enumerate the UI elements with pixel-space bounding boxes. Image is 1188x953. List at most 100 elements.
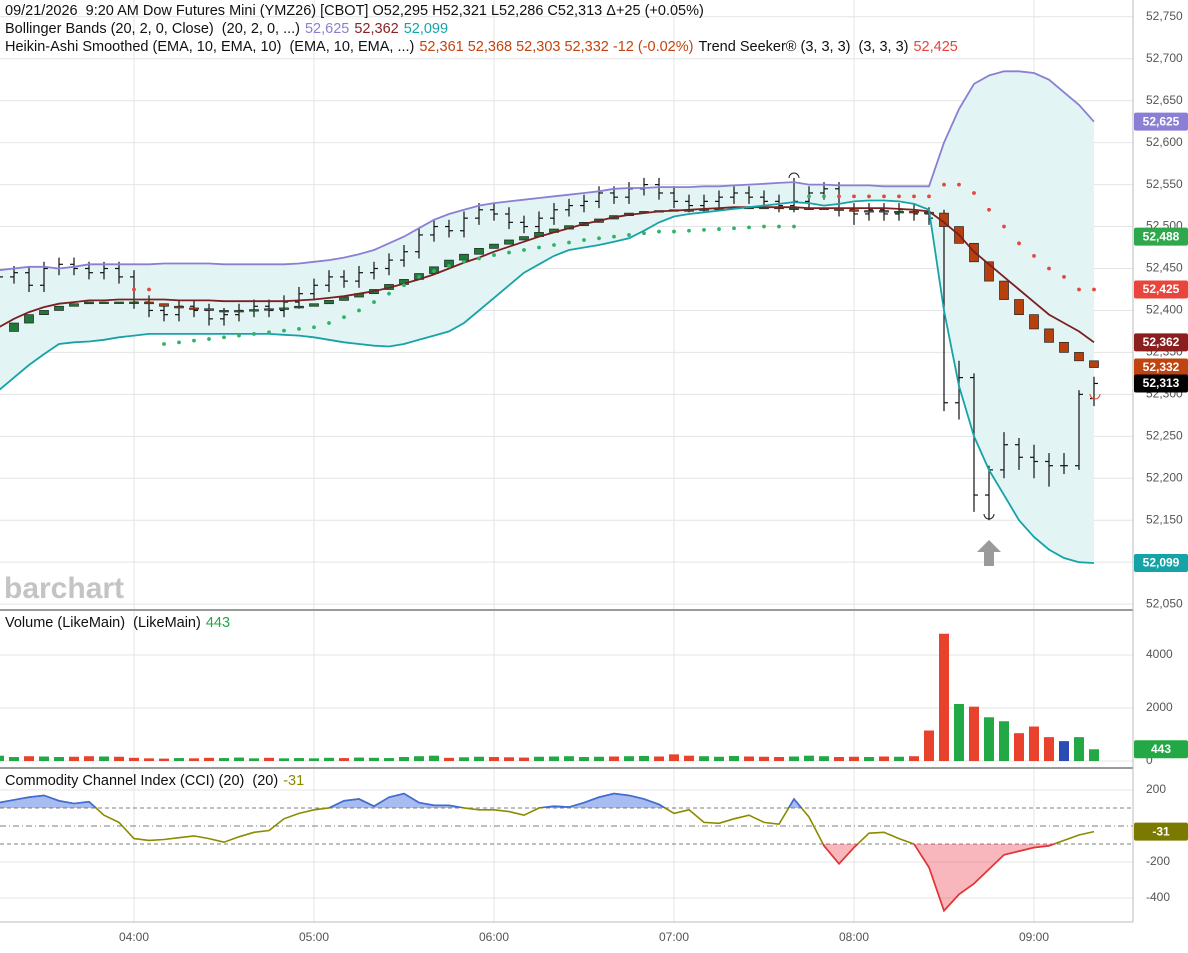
volume-bar (1014, 733, 1024, 762)
volume-bar (984, 717, 994, 762)
volume-bar (264, 757, 274, 762)
trend-dot (567, 240, 571, 245)
volume-bar (309, 758, 319, 762)
legend-line: Bollinger Bands (20, 2, 0, Close) (20, 2… (5, 21, 448, 37)
ha-candle (999, 280, 1009, 300)
volume-bar (654, 756, 664, 762)
ha-candle (84, 301, 94, 305)
volume-bar (1059, 741, 1069, 762)
volume-bar (954, 703, 964, 762)
trend-dot (612, 234, 616, 239)
volume-bar (624, 756, 634, 762)
volume-bar (144, 758, 154, 762)
volume-bar (549, 756, 559, 762)
trend-dot (1047, 266, 1051, 271)
ha-candle (219, 310, 229, 313)
volume-bar (9, 757, 19, 762)
volume-bar (1089, 749, 1099, 762)
volume-bar (54, 757, 64, 762)
trend-dot (162, 342, 166, 346)
price-badge (1134, 280, 1188, 299)
x-tick-label: 07:00 (659, 930, 689, 944)
legend-item: Volume (LikeMain) (LikeMain) (5, 615, 201, 631)
legend-line: Commodity Channel Index (CCI) (20) (20) -… (5, 773, 304, 789)
ha-candle (909, 211, 919, 214)
low-marker (983, 513, 995, 520)
volume-bar (564, 756, 574, 762)
trend-dot (342, 315, 346, 320)
volume-bar (384, 758, 394, 762)
volume-bar (129, 757, 139, 762)
legend-item: -31 (283, 773, 304, 789)
volume-bar (864, 757, 874, 762)
legend-line: Volume (LikeMain) (LikeMain) 443 (5, 615, 230, 631)
volume-bar (519, 757, 529, 762)
trend-dot (762, 224, 766, 229)
band-fill (0, 71, 1094, 563)
volume-bar (939, 633, 949, 762)
volume-bar (459, 757, 469, 762)
trend-dot (462, 259, 466, 264)
trend-dot (132, 287, 136, 292)
volume-bar (609, 756, 619, 762)
volume-bar (294, 758, 304, 762)
legend-item: 52,625 (305, 21, 349, 37)
legend-item: 52,362 (354, 21, 398, 37)
price-badge-label: 52,625 (1143, 114, 1180, 128)
trend-dot (177, 340, 181, 345)
trend-dot (147, 287, 151, 292)
volume-bar (354, 757, 364, 762)
ha-candle (234, 310, 244, 313)
volume-bar (1029, 726, 1039, 762)
trend-dot (852, 194, 856, 199)
price-badge-label: 52,425 (1143, 282, 1180, 296)
volume-bar (324, 757, 334, 762)
volume-bar (39, 756, 49, 762)
ha-candle (864, 210, 874, 213)
trend-dot (192, 338, 196, 343)
trend-dot (792, 224, 796, 229)
volume-bar (204, 757, 214, 762)
trend-dot (312, 325, 316, 330)
price-badge-label: 52,332 (1143, 360, 1180, 374)
trend-dot (597, 236, 601, 241)
ha-candle (159, 303, 169, 307)
volume-bar (339, 758, 349, 762)
volume-bar (279, 758, 289, 762)
y-tick-label: 52,600 (1146, 135, 1183, 149)
price-badge (1134, 112, 1188, 131)
y-tick-label: 52,250 (1146, 428, 1183, 442)
ha-candle (504, 239, 514, 245)
ha-candle (204, 308, 214, 311)
volume-bar (99, 756, 109, 762)
trend-dot (477, 256, 481, 261)
trend-dot (912, 194, 916, 199)
price-badge-label: 52,488 (1143, 229, 1180, 243)
volume-bar (729, 755, 739, 762)
price-badge-label: 443 (1151, 742, 1171, 756)
ha-candle (489, 243, 499, 249)
x-tick-label: 04:00 (119, 930, 149, 944)
volume-bar (504, 757, 514, 762)
ha-candle (519, 236, 529, 241)
x-tick-label: 09:00 (1019, 930, 1049, 944)
ha-candle (129, 301, 139, 304)
volume-bar (1074, 737, 1084, 762)
trend-dot (732, 226, 736, 231)
trend-dot (807, 194, 811, 199)
volume-bar (414, 756, 424, 762)
ha-candle (54, 305, 64, 311)
volume-bar (594, 756, 604, 762)
volume-bar (849, 756, 859, 762)
volume-bar (804, 755, 814, 762)
ha-candle (1029, 314, 1039, 330)
volume-bar (714, 756, 724, 762)
last-marker (1089, 393, 1101, 400)
trend-dot (492, 253, 496, 257)
ha-candle (324, 300, 334, 305)
y-tick-label: 52,050 (1146, 596, 1183, 610)
trend-dot (552, 243, 556, 247)
trend-dot (927, 194, 931, 199)
text-layer: 04:00 05:00 06:00 07:00 08:00 09:00 52,050 52,1… (5, 3, 1188, 944)
volume-bar (639, 755, 649, 762)
